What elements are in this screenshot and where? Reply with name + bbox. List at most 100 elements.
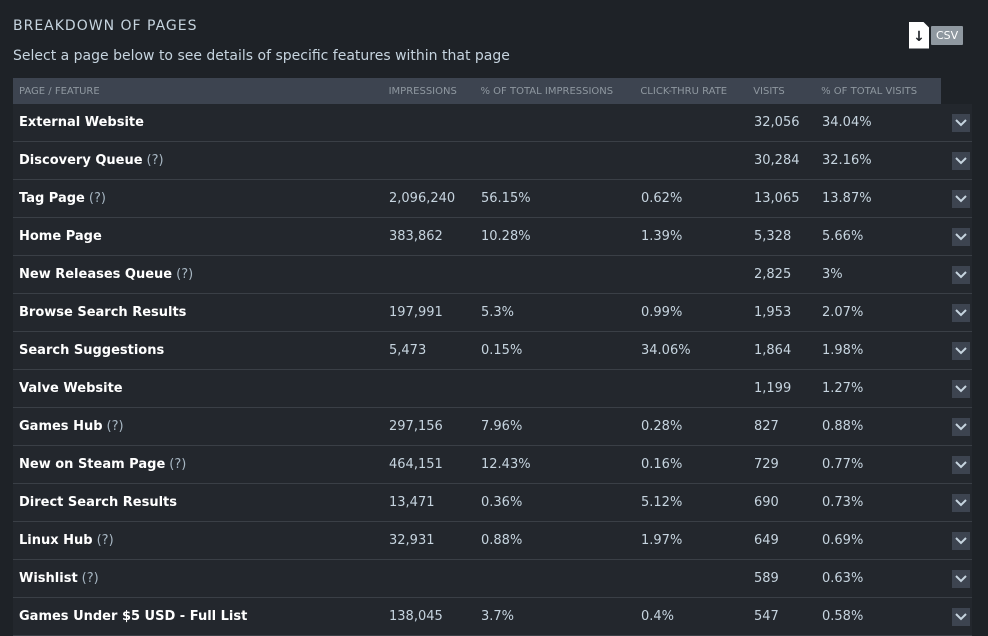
chevron-down-icon — [955, 270, 967, 278]
visits-cell: 30,284 — [754, 153, 800, 168]
expand-row-button[interactable] — [952, 265, 970, 284]
pages-table: PAGE / FEATURE IMPRESSIONS % OF TOTAL IM… — [13, 78, 972, 636]
pct-visits-cell: 0.88% — [822, 419, 864, 434]
expand-row-button[interactable] — [952, 531, 970, 550]
table-row[interactable]: Browse Search Results 197,991 5.3% 0.99%… — [13, 294, 972, 332]
pct-impressions-cell: 5.3% — [481, 305, 515, 320]
ctr-cell: 0.62% — [641, 191, 683, 206]
page-name: Games Under $5 USD - Full List — [19, 609, 248, 624]
pct-impressions-cell: 0.15% — [481, 343, 523, 358]
chevron-down-icon — [955, 346, 967, 354]
table-row[interactable]: New on Steam Page (?) 464,151 12.43% 0.16… — [13, 446, 972, 484]
expand-row-button[interactable] — [952, 303, 970, 322]
help-link[interactable]: (?) — [81, 571, 99, 586]
ctr-cell: 1.39% — [641, 229, 683, 244]
impressions-cell: 13,471 — [389, 495, 435, 510]
expand-row-button[interactable] — [952, 379, 970, 398]
page-feature-cell: Search Suggestions — [13, 343, 389, 358]
col-impressions: IMPRESSIONS — [388, 85, 457, 97]
visits-cell: 547 — [754, 609, 779, 624]
pct-visits-cell: 0.77% — [822, 457, 864, 472]
pct-visits-cell: 5.66% — [822, 229, 864, 244]
expand-row-button[interactable] — [952, 341, 970, 360]
help-link[interactable]: (?) — [96, 533, 114, 548]
page-name: Wishlist — [19, 571, 78, 586]
help-link[interactable]: (?) — [176, 267, 194, 282]
page-name: New on Steam Page — [19, 457, 166, 472]
chevron-down-icon — [955, 384, 967, 392]
expand-row-button[interactable] — [952, 151, 970, 170]
visits-cell: 729 — [754, 457, 779, 472]
expand-row-button[interactable] — [952, 227, 970, 246]
visits-cell: 5,328 — [754, 229, 792, 244]
csv-label: CSV — [931, 25, 964, 45]
page-feature-cell: Home Page — [13, 229, 389, 244]
chevron-down-icon — [955, 536, 967, 544]
visits-cell: 589 — [754, 571, 779, 586]
page-name: Games Hub — [19, 419, 103, 434]
table-row[interactable]: Wishlist (?) 589 0.63% — [13, 560, 972, 598]
table-row[interactable]: Discovery Queue (?) 30,284 32.16% — [13, 142, 972, 180]
expand-row-button[interactable] — [952, 607, 970, 626]
page-feature-cell: External Website — [13, 115, 389, 130]
visits-cell: 1,864 — [754, 343, 792, 358]
help-link[interactable]: (?) — [106, 419, 124, 434]
visits-cell: 1,953 — [754, 305, 792, 320]
page-feature-cell: New Releases Queue (?) — [13, 267, 389, 282]
impressions-cell: 5,473 — [389, 343, 427, 358]
table-row[interactable]: Games Hub (?) 297,156 7.96% 0.28% 827 0.8… — [13, 408, 972, 446]
page-feature-cell: New on Steam Page (?) — [13, 457, 389, 472]
page-feature-cell: Browse Search Results — [13, 305, 389, 320]
help-link[interactable]: (?) — [88, 191, 106, 206]
page-name: Browse Search Results — [19, 305, 187, 320]
expand-row-button[interactable] — [952, 493, 970, 512]
download-arrow-icon: ↓ — [909, 21, 929, 49]
page-feature-cell: Wishlist (?) — [13, 571, 389, 586]
expand-row-button[interactable] — [952, 417, 970, 436]
pct-impressions-cell: 3.7% — [481, 609, 515, 624]
chevron-down-icon — [955, 156, 967, 164]
ctr-cell: 0.4% — [641, 609, 675, 624]
expand-row-button[interactable] — [952, 455, 970, 474]
table-row[interactable]: Search Suggestions 5,473 0.15% 34.06% 1,… — [13, 332, 972, 370]
table-row[interactable]: Valve Website 1,199 1.27% — [13, 370, 972, 408]
page-feature-cell: Valve Website — [13, 381, 389, 396]
table-row[interactable]: Linux Hub (?) 32,931 0.88% 1.97% 649 0.69… — [13, 522, 972, 560]
table-row[interactable]: External Website 32,056 34.04% — [13, 104, 972, 142]
pct-impressions-cell: 56.15% — [481, 191, 531, 206]
section-subtitle: Select a page below to see details of sp… — [13, 48, 510, 64]
chevron-down-icon — [955, 498, 967, 506]
pct-impressions-cell: 7.96% — [481, 419, 523, 434]
col-visits: VISITS — [753, 85, 785, 97]
table-row[interactable]: Home Page 383,862 10.28% 1.39% 5,328 5.6… — [13, 218, 972, 256]
table-row[interactable]: New Releases Queue (?) 2,825 3% — [13, 256, 972, 294]
page-feature-cell: Games Under $5 USD - Full List — [13, 609, 389, 624]
ctr-cell: 0.16% — [641, 457, 683, 472]
visits-cell: 827 — [754, 419, 779, 434]
help-link[interactable]: (?) — [146, 153, 164, 168]
chevron-down-icon — [955, 194, 967, 202]
pct-visits-cell: 1.98% — [822, 343, 864, 358]
pct-visits-cell: 0.69% — [822, 533, 864, 548]
chevron-down-icon — [955, 574, 967, 582]
visits-cell: 649 — [754, 533, 779, 548]
col-pct-visits: % OF TOTAL VISITS — [821, 85, 918, 97]
page-feature-cell: Direct Search Results — [13, 495, 389, 510]
pct-visits-cell: 13.87% — [822, 191, 872, 206]
pct-impressions-cell: 10.28% — [481, 229, 531, 244]
page-name: Linux Hub — [19, 533, 93, 548]
impressions-cell: 464,151 — [389, 457, 443, 472]
table-row[interactable]: Tag Page (?) 2,096,240 56.15% 0.62% 13,06… — [13, 180, 972, 218]
page-name: External Website — [19, 115, 144, 130]
ctr-cell: 0.28% — [641, 419, 683, 434]
chevron-down-icon — [955, 460, 967, 468]
chevron-down-icon — [955, 118, 967, 126]
expand-row-button[interactable] — [952, 113, 970, 132]
csv-download-button[interactable]: ↓ CSV — [909, 21, 964, 49]
help-link[interactable]: (?) — [169, 457, 187, 472]
table-row[interactable]: Games Under $5 USD - Full List 138,045 3… — [13, 598, 972, 636]
table-row[interactable]: Direct Search Results 13,471 0.36% 5.12%… — [13, 484, 972, 522]
expand-row-button[interactable] — [952, 189, 970, 208]
impressions-cell: 297,156 — [389, 419, 443, 434]
expand-row-button[interactable] — [952, 569, 970, 588]
